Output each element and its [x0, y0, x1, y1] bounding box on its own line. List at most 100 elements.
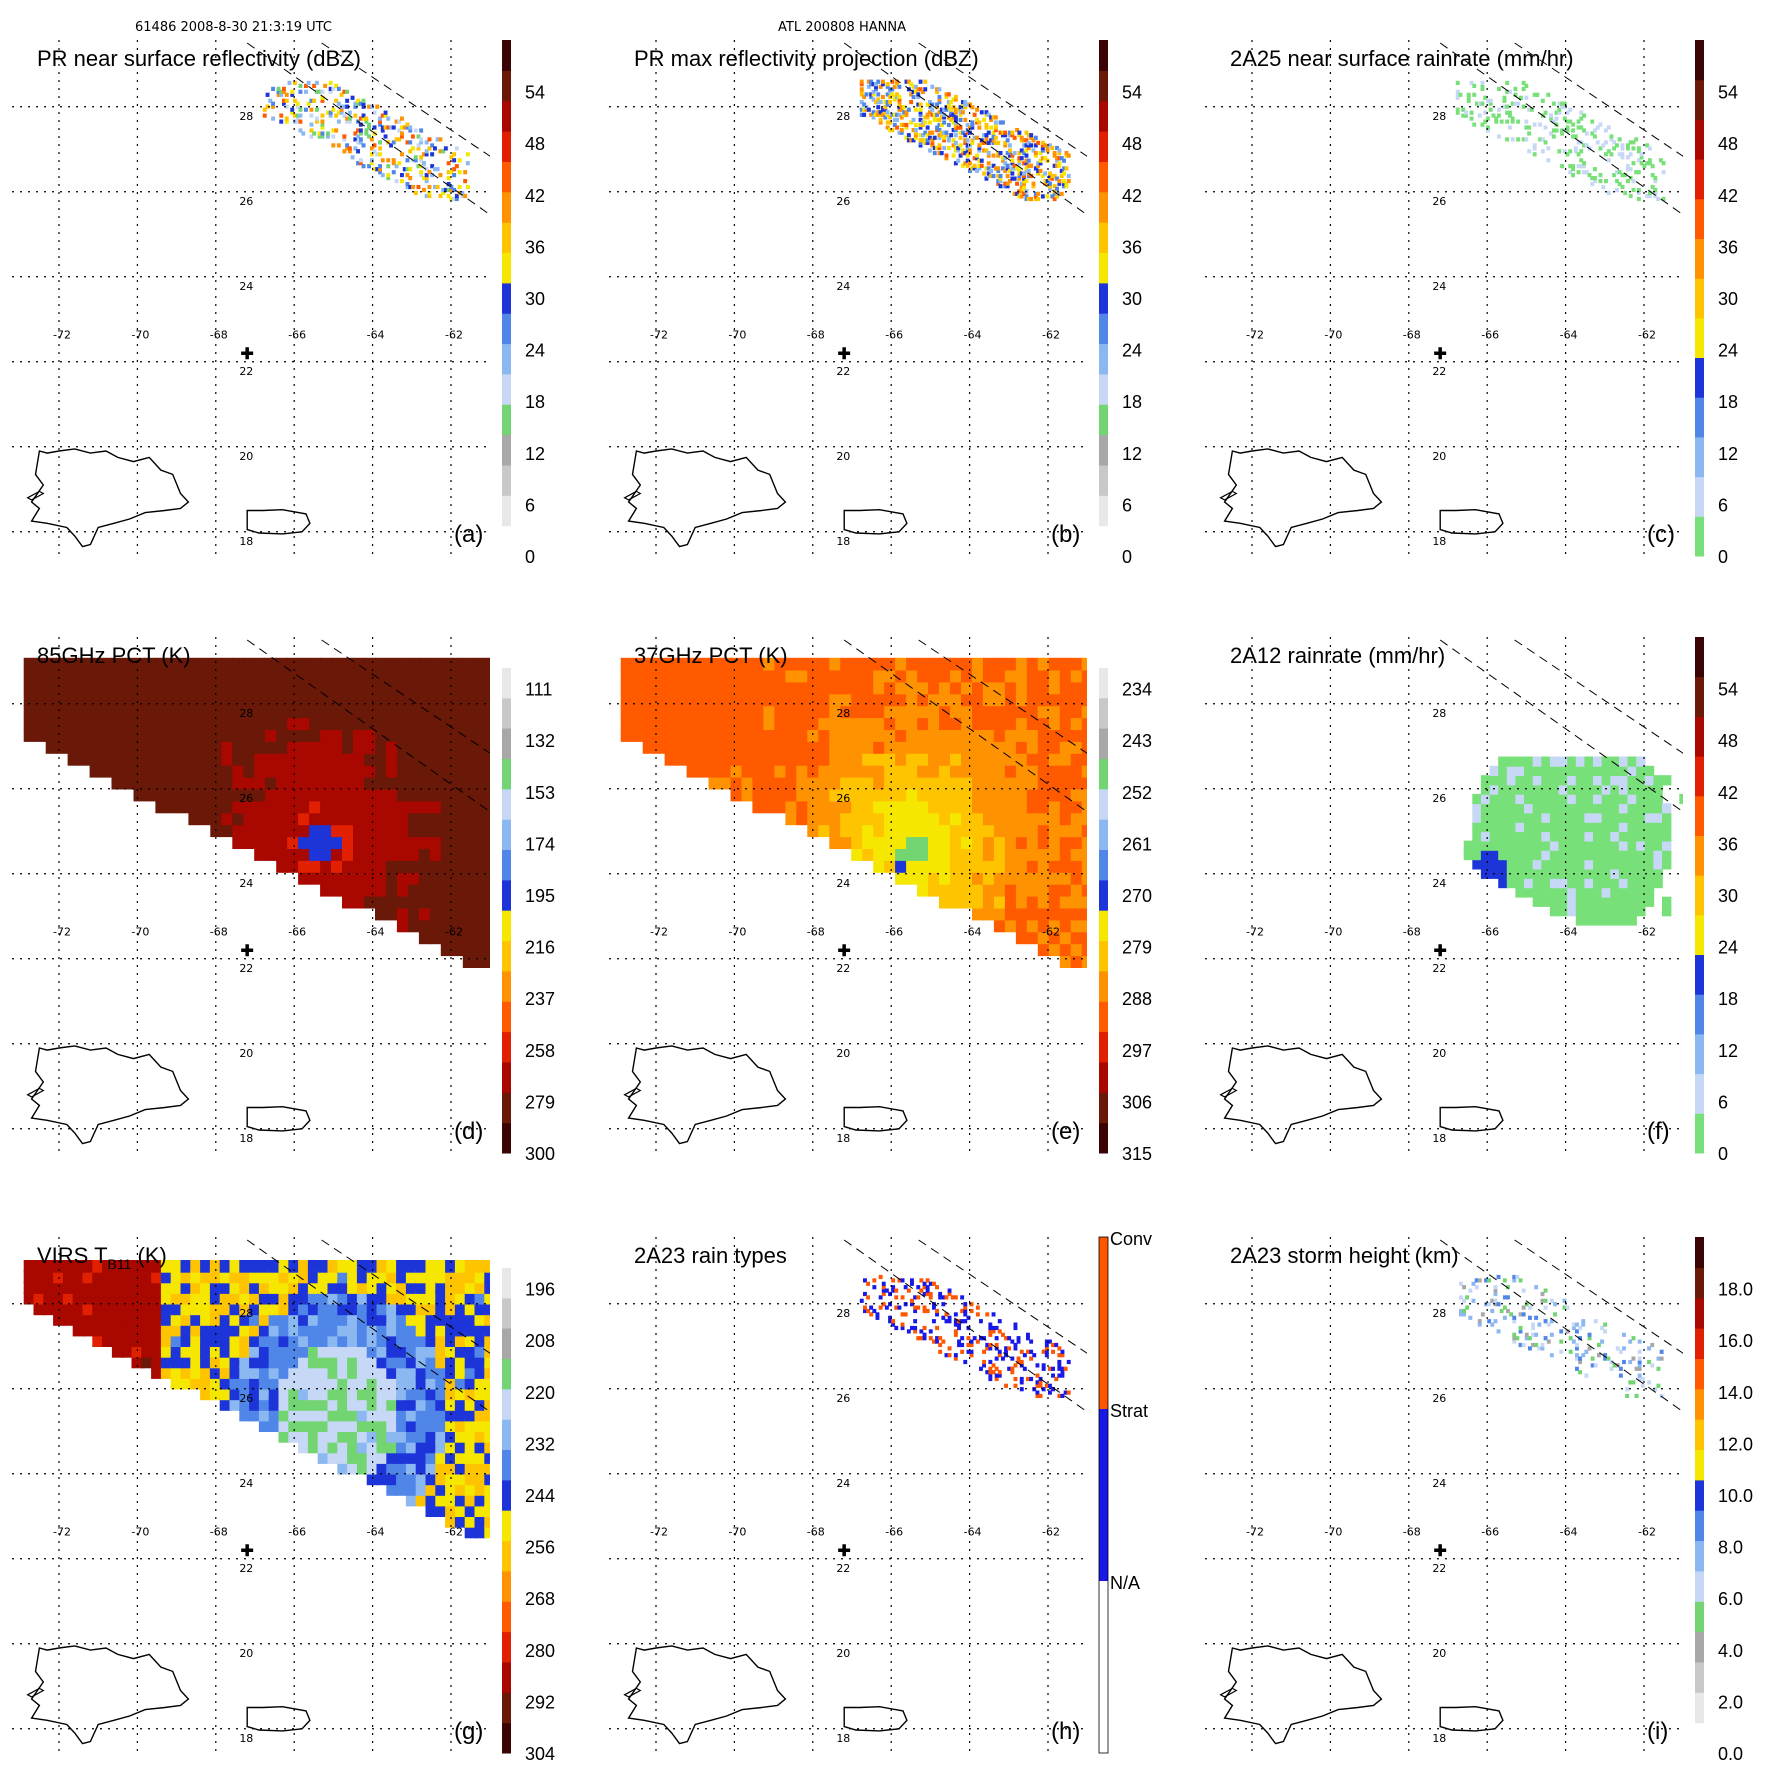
cell — [298, 1334, 310, 1347]
cell — [356, 1355, 369, 1369]
colorbar-tick-label: 12 — [1122, 444, 1142, 464]
cell — [1656, 1383, 1661, 1388]
colorbar-segment — [1099, 940, 1108, 972]
cell — [320, 800, 332, 814]
colorbar-segment — [1099, 495, 1108, 527]
cell — [961, 860, 973, 873]
cell — [953, 1353, 958, 1358]
colorbar-segment — [502, 1449, 511, 1481]
cell — [1057, 1353, 1062, 1358]
cell — [989, 117, 994, 122]
cell — [415, 1472, 428, 1486]
cell — [309, 98, 314, 103]
cell — [950, 681, 962, 695]
cell — [514, 1419, 526, 1432]
cell — [364, 657, 376, 671]
cell — [345, 98, 350, 103]
cell — [1059, 883, 1072, 897]
cell — [922, 1281, 927, 1286]
cell — [968, 161, 972, 166]
cell — [906, 872, 918, 885]
cell — [1044, 1339, 1049, 1344]
cell — [1578, 1356, 1582, 1361]
cell — [415, 1483, 428, 1496]
cell — [1618, 868, 1629, 879]
colorbar-segment — [502, 100, 511, 132]
cell — [1048, 1390, 1052, 1395]
cell — [840, 657, 852, 671]
cell — [993, 836, 1006, 849]
cell — [380, 125, 385, 130]
cell — [243, 836, 255, 849]
cell — [386, 1451, 399, 1464]
cell — [1016, 1336, 1021, 1341]
cell — [785, 764, 798, 778]
cell — [1459, 1308, 1463, 1314]
cell — [337, 1260, 350, 1273]
cell — [986, 173, 991, 179]
cell — [958, 153, 963, 158]
cell — [445, 1345, 457, 1358]
cell — [462, 717, 475, 730]
cell — [229, 1302, 242, 1316]
cell — [993, 800, 1006, 814]
cell — [33, 1302, 46, 1316]
cell — [1543, 1288, 1548, 1293]
cell — [1052, 191, 1057, 196]
cell — [170, 1334, 183, 1347]
cell — [1639, 155, 1644, 160]
hispaniola-coastline — [30, 448, 190, 548]
lon-label: -72 — [53, 925, 71, 938]
cell — [484, 1323, 490, 1337]
cell — [708, 657, 721, 671]
cell — [1019, 148, 1024, 153]
cell — [938, 1342, 943, 1348]
cell — [949, 112, 954, 117]
cell — [1070, 800, 1083, 814]
cell — [862, 812, 874, 826]
cell — [262, 113, 267, 118]
cell — [342, 753, 354, 766]
cell — [141, 1345, 154, 1358]
cell — [1554, 122, 1559, 127]
colorbar-tick-label: 8.0 — [1718, 1538, 1743, 1558]
cell — [1528, 1315, 1532, 1320]
cell — [1455, 80, 1460, 85]
cell — [928, 1281, 933, 1286]
cell — [1640, 1376, 1645, 1382]
cell — [200, 1313, 212, 1326]
cell — [309, 788, 321, 802]
colorbar-tick-label: 6 — [1122, 495, 1132, 515]
cell — [366, 1387, 379, 1401]
cell — [968, 168, 972, 173]
cell — [366, 1376, 379, 1390]
cell — [249, 1302, 261, 1316]
cell — [1486, 125, 1490, 130]
cell — [972, 753, 984, 766]
cell — [361, 143, 366, 148]
cell — [1017, 189, 1022, 194]
cell — [278, 1323, 291, 1337]
cell — [1059, 836, 1072, 849]
cell — [415, 1430, 428, 1443]
colorbar-segment — [502, 819, 511, 850]
colorbar-segment — [1099, 970, 1108, 1002]
cell — [376, 1334, 389, 1347]
cell — [897, 1305, 902, 1310]
cell — [1515, 812, 1525, 823]
cell — [396, 1313, 408, 1326]
cell — [866, 79, 871, 84]
cell — [1498, 840, 1508, 851]
cell — [972, 693, 984, 707]
lat-label: 28 — [1432, 1307, 1446, 1320]
cell — [963, 140, 968, 145]
cell — [1546, 92, 1551, 97]
cell — [796, 741, 809, 754]
cell — [440, 883, 453, 897]
cell — [484, 1461, 490, 1475]
cell — [1035, 1390, 1040, 1395]
cell — [331, 107, 336, 112]
cell — [376, 1281, 389, 1294]
colorbar-tick-label: 54 — [1718, 680, 1738, 700]
cell — [383, 134, 388, 139]
